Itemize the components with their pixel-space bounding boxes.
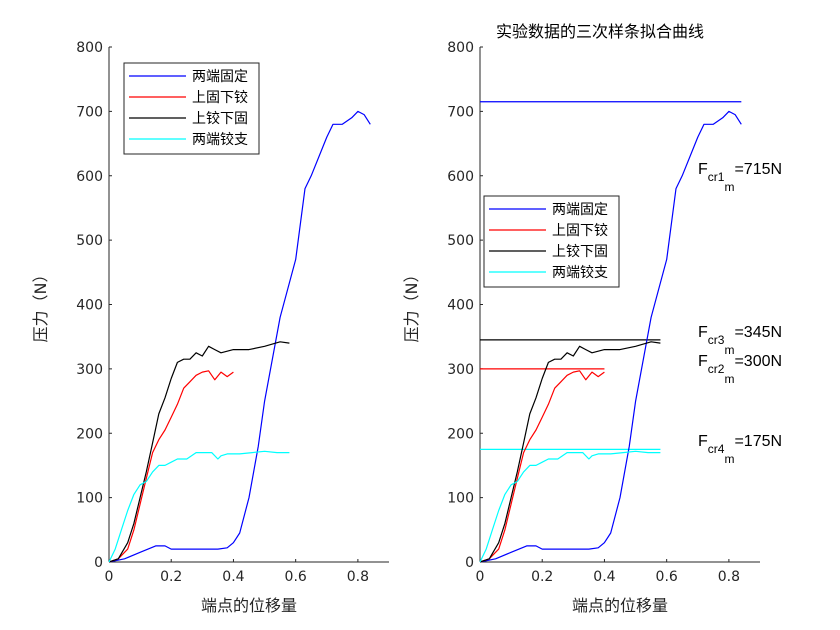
legend-entry: 上固下铰 <box>552 223 608 239</box>
x-tick-label: 0.8 <box>718 569 740 585</box>
y-tick-label: 200 <box>76 426 103 442</box>
y-tick-label: 300 <box>447 362 474 378</box>
y-tick-label: 100 <box>447 491 474 507</box>
series-line-2 <box>108 370 234 563</box>
y-tick-label: 300 <box>76 362 103 378</box>
y-tick-label: 700 <box>447 104 474 120</box>
legend-entry: 上固下铰 <box>192 90 248 106</box>
x-tick-label: 0.8 <box>347 569 369 585</box>
y-tick-label: 0 <box>94 555 103 571</box>
y-tick-label: 0 <box>465 555 474 571</box>
y-axis-label: 压力（N） <box>402 267 421 343</box>
x-tick-label: 0.6 <box>285 569 307 585</box>
x-tick-label: 0 <box>476 569 485 585</box>
series-line-4 <box>479 450 661 563</box>
y-tick-label: 500 <box>76 233 103 249</box>
x-axis-label: 端点的位移量 <box>572 596 668 615</box>
y-tick-label: 600 <box>76 169 103 185</box>
y-tick-label: 200 <box>447 426 474 442</box>
legend-entry: 两端固定 <box>192 69 248 85</box>
series-line-3 <box>108 341 290 563</box>
x-tick-label: 0.6 <box>656 569 678 585</box>
legend-entry: 上铰下固 <box>552 244 608 260</box>
series-line-2 <box>479 370 605 563</box>
y-tick-label: 800 <box>76 40 103 56</box>
x-tick-label: 0.2 <box>531 569 553 585</box>
annotation-3: Fcr2m=300N <box>698 353 782 386</box>
legend-entry: 两端铰支 <box>192 132 248 148</box>
annotation-2: Fcr3m=345N <box>698 324 782 357</box>
series-line-1 <box>479 110 742 563</box>
chart-title: 实验数据的三次样条拟合曲线 <box>496 22 704 41</box>
y-tick-label: 400 <box>447 298 474 314</box>
y-tick-label: 400 <box>76 298 103 314</box>
y-tick-label: 600 <box>447 169 474 185</box>
y-tick-label: 500 <box>447 233 474 249</box>
x-tick-label: 0.4 <box>222 569 244 585</box>
legend-entry: 两端固定 <box>552 202 608 218</box>
y-axis-label: 压力（N） <box>31 267 50 343</box>
series-line-3 <box>479 341 661 563</box>
x-tick-label: 0.2 <box>160 569 182 585</box>
legend-entry: 上铰下固 <box>192 111 248 127</box>
series-line-1 <box>108 110 371 563</box>
y-tick-label: 100 <box>76 491 103 507</box>
series-line-4 <box>108 450 290 563</box>
x-axis-label: 端点的位移量 <box>201 596 297 615</box>
legend-entry: 两端铰支 <box>552 265 608 281</box>
y-tick-label: 700 <box>76 104 103 120</box>
y-tick-label: 800 <box>447 40 474 56</box>
chart-panel-2: 0 100 200 300 400 500 600 700 800 0 0.2 0.4 0.6 0.8 端点… <box>402 22 782 615</box>
x-tick-label: 0 <box>105 569 114 585</box>
x-tick-label: 0.4 <box>593 569 615 585</box>
chart-panel-1: 0 100 200 300 400 500 600 700 800 0 0.2 0.4 0.6 0.8 端点… <box>31 40 389 615</box>
annotation-1: Fcr1m=715N <box>698 161 782 194</box>
annotation-4: Fcr4m=175N <box>698 433 782 466</box>
